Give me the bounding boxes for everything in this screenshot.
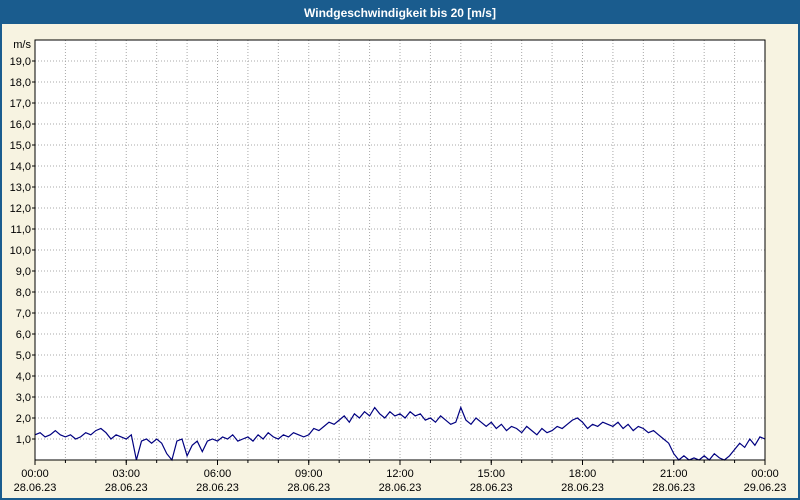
svg-text:28.06.23: 28.06.23	[196, 482, 239, 494]
svg-text:18,0: 18,0	[10, 77, 31, 89]
svg-text:5,0: 5,0	[16, 350, 31, 362]
svg-text:17,0: 17,0	[10, 98, 31, 110]
svg-text:6,0: 6,0	[16, 329, 31, 341]
svg-text:12:00: 12:00	[386, 468, 414, 480]
svg-text:06:00: 06:00	[204, 468, 232, 480]
svg-text:12,0: 12,0	[10, 203, 31, 215]
svg-text:15,0: 15,0	[10, 140, 31, 152]
svg-text:2,0: 2,0	[16, 413, 31, 425]
svg-text:9,0: 9,0	[16, 266, 31, 278]
svg-text:28.06.23: 28.06.23	[14, 482, 57, 494]
svg-text:8,0: 8,0	[16, 287, 31, 299]
svg-text:28.06.23: 28.06.23	[561, 482, 604, 494]
svg-text:03:00: 03:00	[112, 468, 140, 480]
svg-text:15:00: 15:00	[477, 468, 505, 480]
svg-text:1,0: 1,0	[16, 434, 31, 446]
svg-text:16,0: 16,0	[10, 119, 31, 131]
chart-title: Windgeschwindigkeit bis 20 [m/s]	[2, 2, 798, 24]
svg-text:28.06.23: 28.06.23	[105, 482, 148, 494]
svg-text:13,0: 13,0	[10, 182, 31, 194]
svg-text:00:00: 00:00	[751, 468, 779, 480]
svg-text:14,0: 14,0	[10, 161, 31, 173]
svg-text:10,0: 10,0	[10, 245, 31, 257]
svg-text:11,0: 11,0	[10, 224, 31, 236]
svg-text:7,0: 7,0	[16, 308, 31, 320]
svg-text:29.06.23: 29.06.23	[744, 482, 787, 494]
svg-text:09:00: 09:00	[295, 468, 323, 480]
svg-text:28.06.23: 28.06.23	[287, 482, 330, 494]
svg-text:18:00: 18:00	[569, 468, 597, 480]
svg-text:00:00: 00:00	[21, 468, 49, 480]
svg-text:28.06.23: 28.06.23	[470, 482, 513, 494]
svg-text:4,0: 4,0	[16, 371, 31, 383]
wind-speed-chart: 1,0 2,0 3,0 4,0 5,0 6,0 7,0 8,0 9,0 10,0 11,0 12,0 1…	[10, 39, 787, 494]
svg-text:19,0: 19,0	[10, 56, 31, 68]
svg-text:3,0: 3,0	[16, 392, 31, 404]
svg-text:28.06.23: 28.06.23	[379, 482, 422, 494]
chart-area: 1,0 2,0 3,0 4,0 5,0 6,0 7,0 8,0 9,0 10,0 11,0 12,0 1…	[2, 24, 798, 498]
svg-text:21:00: 21:00	[660, 468, 688, 480]
svg-text:m/s: m/s	[13, 39, 31, 51]
svg-text:28.06.23: 28.06.23	[652, 482, 695, 494]
